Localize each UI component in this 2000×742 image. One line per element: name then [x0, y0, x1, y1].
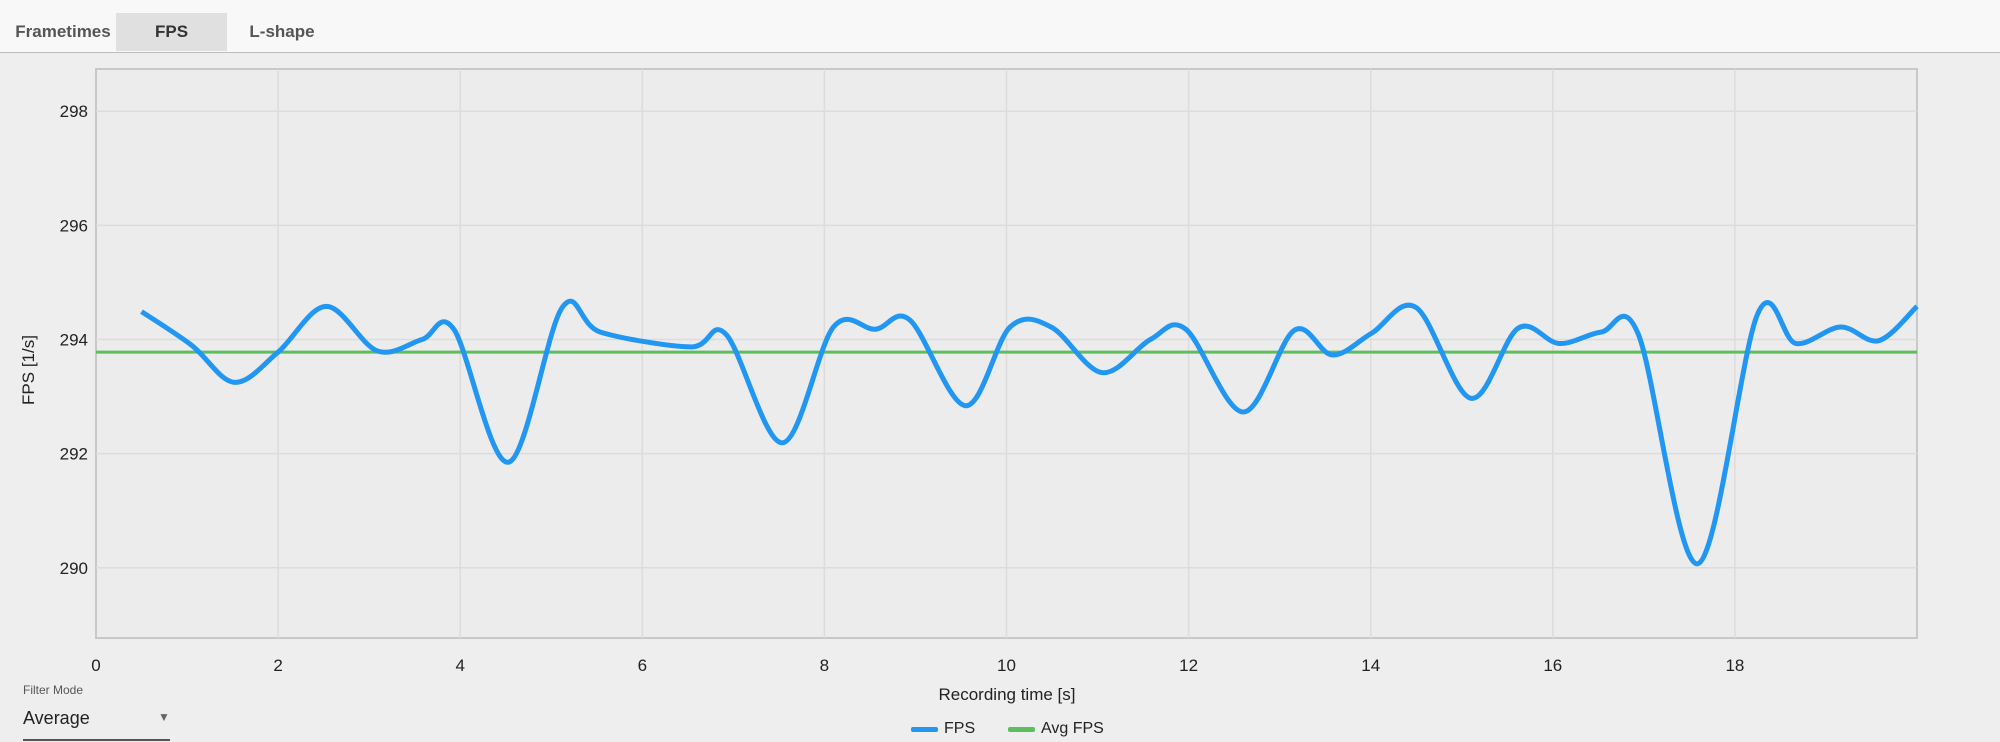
fps-swatch-icon: [911, 726, 938, 732]
x-tick-label: 4: [455, 656, 464, 675]
tab-fps[interactable]: FPS: [116, 13, 227, 51]
tab-l-shape[interactable]: L-shape: [249, 22, 315, 41]
y-tick-label: 296: [60, 216, 88, 235]
y-tick-label: 292: [60, 445, 88, 464]
y-tick-label: 294: [60, 331, 88, 350]
x-tick-label: 16: [1543, 656, 1562, 675]
x-tick-label: 2: [273, 656, 282, 675]
fps-line: [140, 298, 1919, 567]
y-axis-label: FPS [1/s]: [19, 335, 38, 405]
x-tick-label: 14: [1361, 656, 1380, 675]
tab-frametimes[interactable]: Frametimes: [15, 22, 111, 41]
filter-mode-select[interactable]: Average ▼: [23, 705, 170, 741]
filter-mode-value: Average: [23, 708, 90, 728]
x-tick-label: 0: [91, 656, 100, 675]
x-tick-label: 12: [1179, 656, 1198, 675]
y-tick-label: 298: [60, 102, 88, 121]
legend-item-avg-fps[interactable]: Avg FPS: [1008, 720, 1104, 738]
x-tick-label: 6: [638, 656, 647, 675]
avg-fps-swatch-icon: [1008, 726, 1035, 732]
legend-label-avg-fps: Avg FPS: [1041, 720, 1104, 737]
filter-mode-label: Filter Mode: [23, 683, 84, 697]
x-tick-label: 8: [820, 656, 829, 675]
dropdown-arrow-icon: ▼: [158, 710, 170, 724]
x-axis-label: Recording time [s]: [939, 685, 1076, 704]
y-tick-label: 290: [60, 559, 88, 578]
tab-bar: Frametimes FPS L-shape: [0, 0, 2000, 53]
x-tick-label: 10: [997, 656, 1016, 675]
x-tick-label: 18: [1725, 656, 1744, 675]
legend-label-fps: FPS: [944, 720, 976, 737]
legend-item-fps[interactable]: FPS: [911, 720, 975, 738]
